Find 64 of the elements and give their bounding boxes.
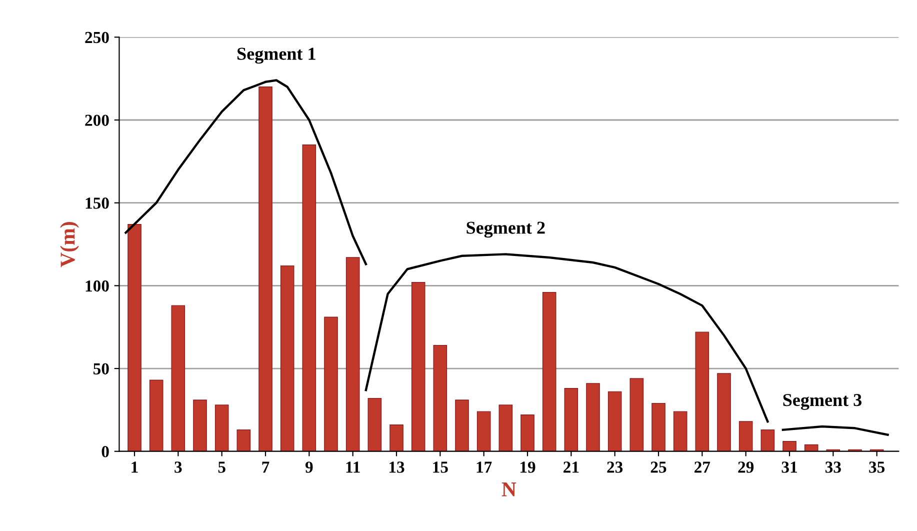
bar xyxy=(717,373,731,452)
line-series xyxy=(364,253,769,423)
bar xyxy=(128,224,142,452)
x-tick-label: 15 xyxy=(433,462,448,473)
bar xyxy=(390,424,404,452)
bar xyxy=(542,292,556,452)
y-axis-title: V(m) xyxy=(60,222,79,268)
y-tick-label: 50 xyxy=(93,363,109,374)
bar xyxy=(258,86,272,452)
bar xyxy=(564,388,578,452)
bar xyxy=(608,391,622,452)
line-series xyxy=(782,425,889,436)
x-tick-label: 19 xyxy=(520,462,536,473)
line-series xyxy=(124,79,368,266)
bar xyxy=(302,144,316,452)
y-tick-label: 150 xyxy=(86,198,109,209)
y-tick-label: 0 xyxy=(102,446,109,458)
x-tick-label: 31 xyxy=(782,462,797,473)
x-tick-label: 13 xyxy=(389,462,404,473)
bar xyxy=(673,411,688,452)
bar xyxy=(586,383,600,452)
x-tick-label: 5 xyxy=(218,462,226,473)
bar xyxy=(411,282,426,452)
x-tick-label: 17 xyxy=(476,462,492,473)
bar xyxy=(236,429,251,452)
x-tick-label: 29 xyxy=(738,462,754,473)
bar xyxy=(433,344,448,452)
series-label: Segment 2 xyxy=(466,222,545,238)
bar xyxy=(171,305,186,452)
x-axis-title: N xyxy=(502,482,516,496)
bar xyxy=(738,421,753,452)
x-tick-label: 27 xyxy=(694,462,710,473)
bar xyxy=(455,400,469,452)
y-tick-label: 200 xyxy=(85,114,109,126)
bar xyxy=(193,400,207,452)
bar xyxy=(214,404,229,452)
y-tick-label: 100 xyxy=(86,280,109,292)
x-tick-label: 33 xyxy=(825,462,841,473)
x-tick-label: 25 xyxy=(650,462,666,473)
x-tick-label: 23 xyxy=(607,462,623,473)
x-tick-label: 3 xyxy=(174,462,182,473)
bar xyxy=(280,265,294,452)
bar xyxy=(760,429,775,452)
bar xyxy=(346,257,360,452)
bar xyxy=(782,441,796,452)
x-tick-label: 11 xyxy=(346,462,360,473)
bar xyxy=(498,404,513,452)
bar xyxy=(368,398,382,452)
bar xyxy=(149,380,164,452)
bar xyxy=(804,444,818,452)
bar xyxy=(520,414,534,452)
y-tick-label: 250 xyxy=(85,32,109,44)
series-label: Segment 1 xyxy=(238,48,316,64)
x-tick-label: 7 xyxy=(262,462,270,473)
bar xyxy=(476,411,491,452)
x-tick-label: 9 xyxy=(305,462,313,473)
x-tick-label: 1 xyxy=(132,462,138,473)
x-tick-label: 35 xyxy=(869,462,885,473)
bar xyxy=(695,332,710,452)
bar xyxy=(630,378,644,452)
bar xyxy=(324,316,338,452)
series-label: Segment 3 xyxy=(783,394,862,410)
bar xyxy=(652,402,666,452)
x-tick-label: 21 xyxy=(564,462,579,473)
